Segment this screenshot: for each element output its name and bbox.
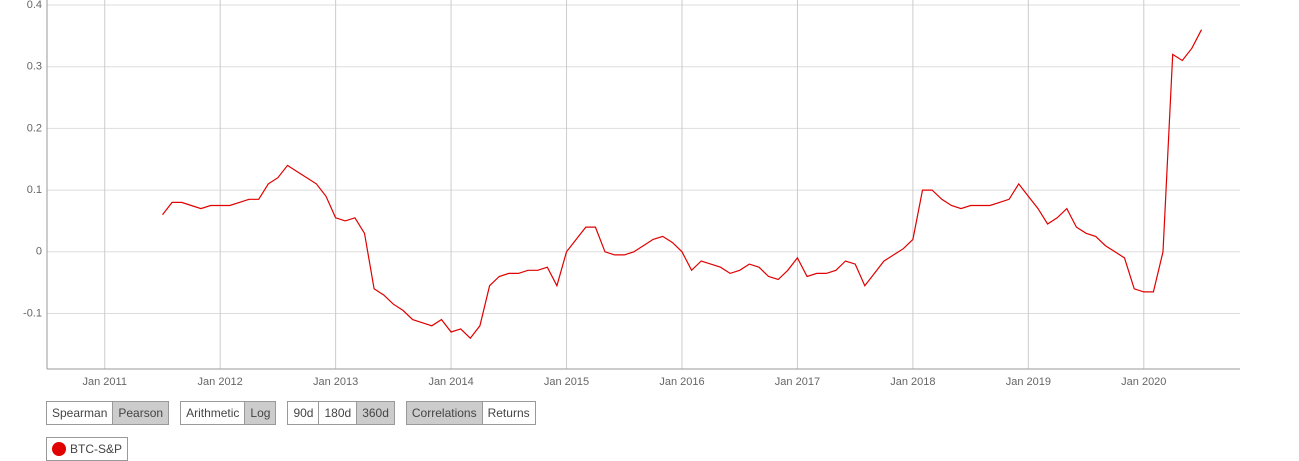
y-tick-label: -0.1 bbox=[23, 307, 42, 319]
line-series bbox=[162, 29, 1203, 340]
y-tick-label: 0 bbox=[36, 246, 42, 258]
toggle-button[interactable]: Arithmetic bbox=[186, 406, 240, 420]
x-tick-label: Jan 2020 bbox=[1121, 376, 1166, 388]
legend[interactable]: BTC-S&P bbox=[46, 437, 129, 461]
toggle-button[interactable]: 360d bbox=[356, 402, 394, 424]
y-tick-label: 0.4 bbox=[27, 0, 42, 11]
toggle-button[interactable]: Correlations bbox=[406, 402, 482, 424]
x-tick-label: Jan 2017 bbox=[775, 376, 820, 388]
legend-label: BTC-S&P bbox=[70, 442, 123, 456]
page: {"chart_data": {"type": "line", "x": ["2… bbox=[23, 0, 1240, 461]
x-tick-label: Jan 2011 bbox=[82, 376, 126, 388]
toggle-button[interactable]: Log bbox=[244, 402, 276, 424]
x-tick-label: Jan 2012 bbox=[198, 376, 243, 388]
chart: -0.1 0 0.1 0.2 0.3 0.4 Jan 2011 Jan 2012 Jan 201… bbox=[23, 0, 1240, 388]
button-group: Arithmetic Log bbox=[180, 401, 277, 425]
button-group: Correlations Returns bbox=[405, 401, 536, 425]
x-tick-label: Jan 2014 bbox=[428, 376, 473, 388]
x-tick-label: Jan 2019 bbox=[1006, 376, 1051, 388]
y-tick-label: 0.2 bbox=[27, 122, 42, 134]
toggle-button[interactable]: Returns bbox=[481, 402, 535, 424]
toggle-button[interactable]: Spearman bbox=[52, 406, 108, 420]
toggle-button[interactable]: Pearson bbox=[112, 402, 169, 424]
y-tick-label: 0.1 bbox=[27, 184, 42, 196]
y-tick-label: 0.3 bbox=[27, 61, 42, 73]
x-tick-label: Jan 2013 bbox=[313, 376, 358, 388]
controls: Spearman Pearson Arithmetic Log 90d 180d 360d C… bbox=[46, 401, 536, 425]
button-group: 90d 180d 360d bbox=[287, 401, 395, 425]
toggle-button[interactable]: 180d bbox=[318, 402, 356, 424]
x-tick-label: Jan 2016 bbox=[659, 376, 704, 388]
button-group: Spearman Pearson bbox=[46, 401, 170, 425]
legend-dot bbox=[52, 442, 66, 456]
x-tick-label: Jan 2018 bbox=[890, 376, 935, 388]
x-tick-label: Jan 2015 bbox=[544, 376, 589, 388]
toggle-button[interactable]: 90d bbox=[293, 406, 314, 420]
